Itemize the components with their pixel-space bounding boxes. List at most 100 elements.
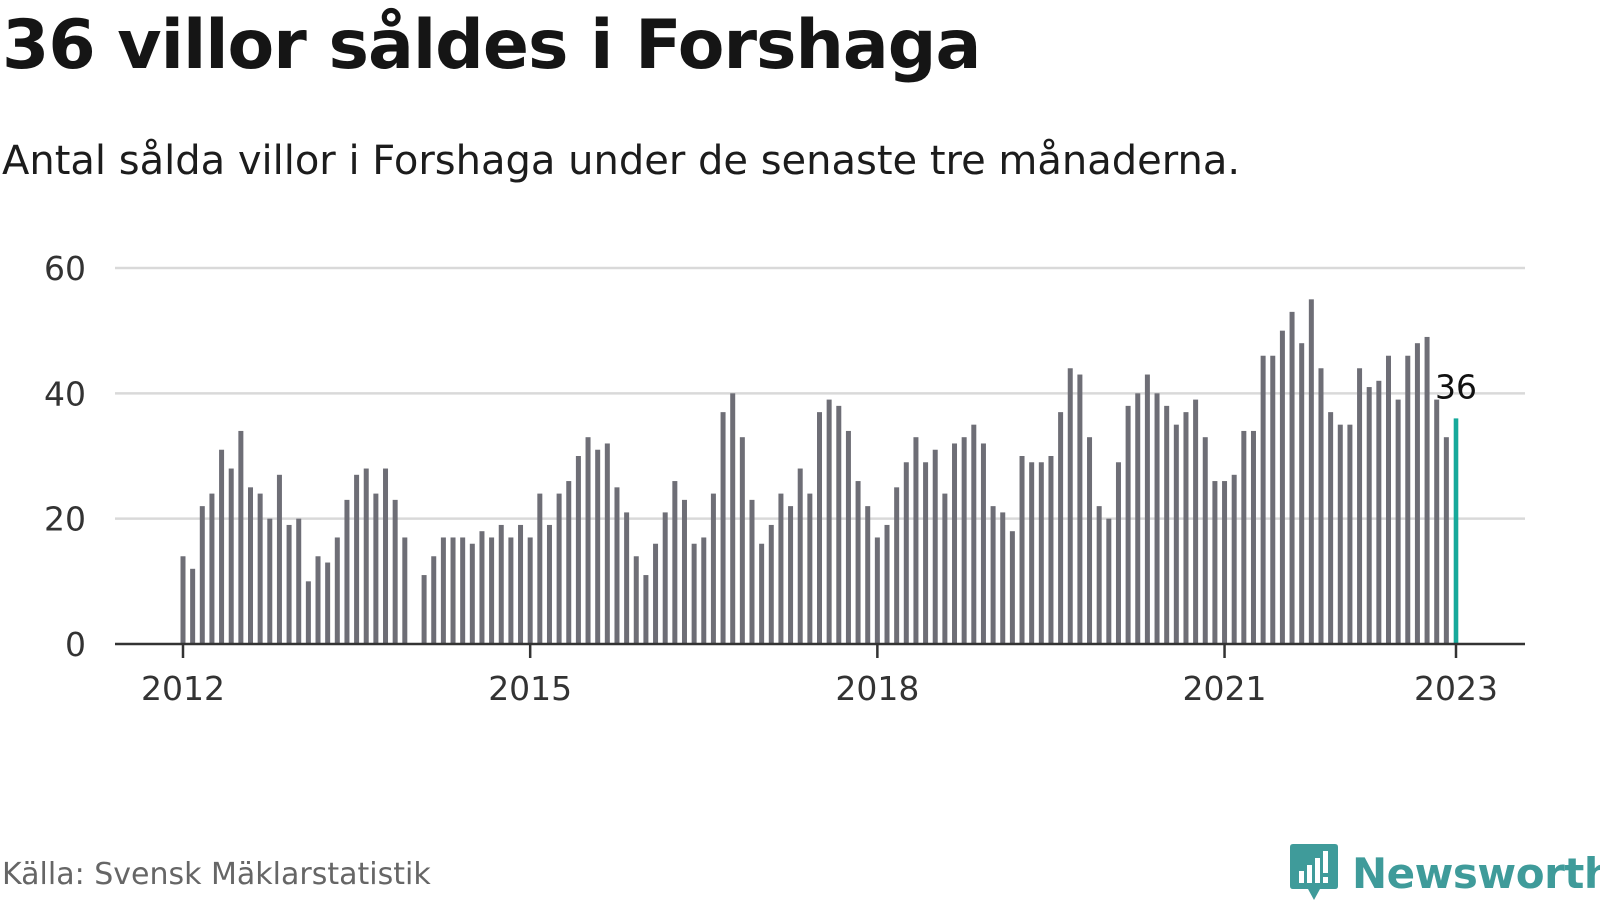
bar <box>344 499 350 644</box>
bar <box>440 537 446 644</box>
bar <box>392 499 398 644</box>
bar <box>1222 481 1228 644</box>
bar <box>778 493 784 644</box>
bar <box>595 449 601 644</box>
bar <box>402 537 408 644</box>
bar <box>1318 368 1324 644</box>
bar <box>662 512 668 644</box>
bar <box>1202 437 1208 644</box>
bar <box>537 493 543 644</box>
x-tick-label: 2015 <box>488 669 572 708</box>
bar <box>1270 355 1276 644</box>
bar <box>556 493 562 644</box>
bar <box>624 512 630 644</box>
bar <box>1038 462 1044 644</box>
bar <box>923 462 929 644</box>
bar <box>653 543 659 644</box>
bar <box>286 524 292 644</box>
bar <box>334 537 340 644</box>
bar <box>913 437 919 644</box>
bar <box>248 487 254 644</box>
bar <box>952 443 958 644</box>
bar <box>817 412 822 644</box>
bar <box>238 430 244 644</box>
bar <box>1279 330 1285 644</box>
bar <box>1164 405 1170 644</box>
bar <box>1250 430 1256 644</box>
bar <box>701 537 707 644</box>
bar <box>836 405 842 644</box>
bar <box>1009 531 1015 644</box>
bar <box>1193 399 1199 644</box>
bar <box>363 468 369 644</box>
bar <box>730 393 736 644</box>
bar <box>865 506 871 644</box>
x-tick-label: 2018 <box>835 669 919 708</box>
highlight-data-label: 36 <box>1435 367 1477 406</box>
bar <box>1058 412 1064 644</box>
bar <box>373 493 379 644</box>
bar <box>720 412 726 644</box>
chart-subtitle: Antal sålda villor i Forshaga under de s… <box>2 138 1241 184</box>
bar <box>971 424 977 644</box>
bar <box>180 556 186 644</box>
x-tick-label: 2012 <box>141 669 225 708</box>
bar <box>1376 380 1382 644</box>
bar <box>566 481 572 644</box>
bar <box>518 524 524 644</box>
bar <box>199 506 205 644</box>
bar <box>1366 387 1372 644</box>
bar <box>672 481 678 644</box>
bar <box>296 518 302 644</box>
bar <box>643 575 649 644</box>
bar <box>807 493 813 644</box>
bar <box>508 537 514 644</box>
bar <box>1067 368 1073 644</box>
chart-title: 36 villor såldes i Forshaga <box>2 6 981 85</box>
bar <box>845 430 851 644</box>
bar <box>1434 399 1440 644</box>
bar-highlight <box>1453 418 1459 644</box>
bar <box>1347 424 1353 644</box>
bar <box>961 437 967 644</box>
bar <box>1308 299 1314 644</box>
bar <box>614 487 620 644</box>
bar <box>489 537 495 644</box>
bar <box>498 524 504 644</box>
bar <box>797 468 803 644</box>
bar <box>305 581 311 644</box>
bar <box>604 443 610 644</box>
bar <box>460 537 466 644</box>
bar <box>1443 437 1449 644</box>
bar <box>527 537 533 644</box>
bar <box>1154 393 1160 644</box>
bar <box>1414 343 1420 644</box>
bar <box>383 468 389 644</box>
bar <box>546 524 552 644</box>
bar <box>1000 512 1006 644</box>
bar <box>1125 405 1131 644</box>
bar <box>884 524 890 644</box>
bar <box>219 449 225 644</box>
bar <box>1289 311 1295 644</box>
bar <box>1115 462 1121 644</box>
bar <box>479 531 485 644</box>
y-tick-label: 20 <box>44 500 86 539</box>
bar <box>585 437 591 644</box>
bar <box>1077 374 1083 644</box>
bar <box>1357 368 1363 644</box>
bar <box>1260 355 1266 644</box>
bar-chart: 0 20 40 60 2012 2015 2018 2021 2023 36 <box>44 249 1525 708</box>
newsworthy-logo: Newsworthy <box>1290 843 1600 903</box>
source-note: Källa: Svensk Mäklarstatistik <box>2 857 431 892</box>
bar <box>855 481 861 644</box>
bar <box>1395 399 1401 644</box>
bar <box>209 493 215 644</box>
bar <box>228 468 234 644</box>
bar <box>575 456 581 644</box>
bar <box>1144 374 1150 644</box>
logo-name: Newsworthy <box>1352 848 1600 898</box>
bar <box>421 575 427 644</box>
bar <box>903 462 909 644</box>
newsworthy-logo-icon <box>1290 844 1338 900</box>
